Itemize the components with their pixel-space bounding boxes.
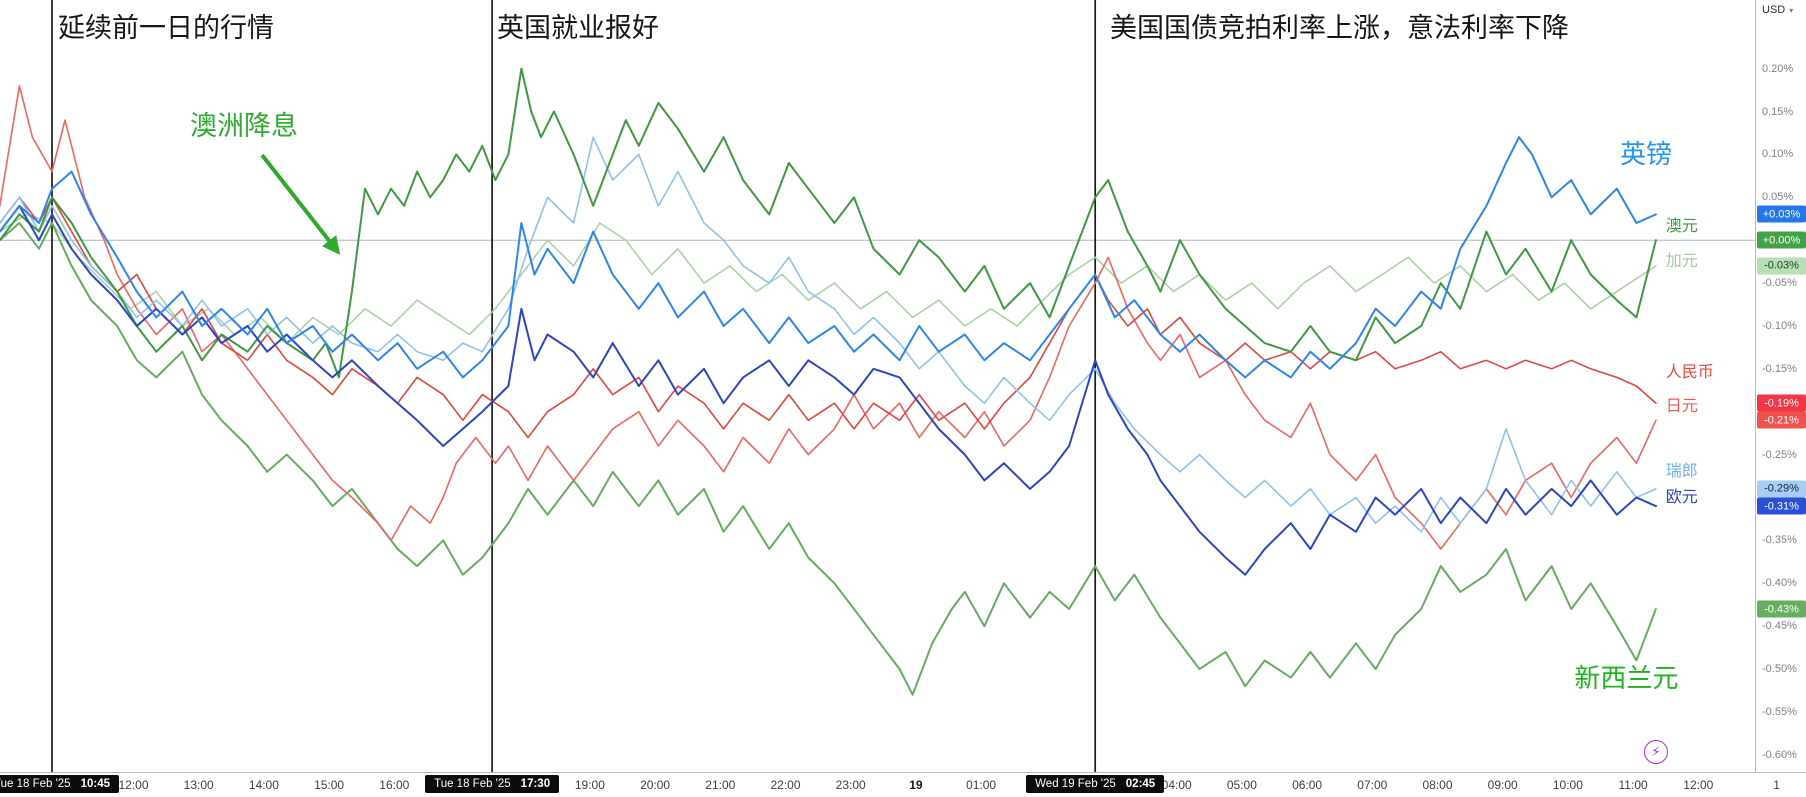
price-tick-label: -0.55% xyxy=(1762,705,1797,718)
time-tick-label: 04:00 xyxy=(1161,778,1192,792)
series-label-aud: 澳元 xyxy=(1665,218,1698,236)
price-tick-label: -0.15% xyxy=(1762,362,1797,375)
series-line-cny xyxy=(0,196,1657,439)
price-tick-label: -0.40% xyxy=(1762,577,1797,590)
time-tick-label: 06:00 xyxy=(1292,778,1323,792)
price-badge-cad: -0.03% xyxy=(1757,257,1806,275)
time-tick-label: 16:00 xyxy=(379,778,410,792)
series-label-cny: 人民币 xyxy=(1665,364,1714,382)
price-badge-aud: +0.00% xyxy=(1757,231,1806,249)
chevron-down-icon: ▾ xyxy=(1789,5,1794,15)
time-tick-label: 07:00 xyxy=(1357,778,1388,792)
price-badge-jpy: -0.21% xyxy=(1757,411,1806,429)
time-tick-label: 22:00 xyxy=(770,778,801,792)
series-line-eur xyxy=(0,204,1657,576)
series-label-nzd: 新西兰元 xyxy=(1574,662,1679,693)
annotation-us-treasury: 美国国债竞拍利率上涨，意法利率下降 xyxy=(1110,13,1569,43)
axis-currency-label: USD xyxy=(1762,4,1786,16)
time-session-badge: Tue 18 Feb '25 17:30 xyxy=(425,775,560,793)
time-tick-label: 13:00 xyxy=(183,778,214,792)
time-tick-label: 11:00 xyxy=(1618,778,1648,792)
time-tick-label: 05:00 xyxy=(1226,778,1257,792)
price-tick-label: 0.15% xyxy=(1762,105,1794,118)
time-tick-label: 23:00 xyxy=(835,778,866,792)
time-tick-label: 21:00 xyxy=(705,778,736,792)
price-tick-label: -0.25% xyxy=(1762,448,1797,461)
time-tick-label: 19:00 xyxy=(574,778,605,792)
annotation-rba-rate-cut: 澳洲降息 xyxy=(190,111,298,141)
time-session-badge: Tue 18 Feb '25 10:45 xyxy=(0,775,119,793)
price-tick-label: 0.05% xyxy=(1762,191,1794,204)
price-tick-label: -0.60% xyxy=(1762,748,1797,761)
lightning-glyph: ⚡ xyxy=(1651,744,1661,759)
event-arrow xyxy=(260,153,341,255)
time-session-badge: Wed 19 Feb '25 02:45 xyxy=(1026,775,1165,793)
price-tick-label: -0.50% xyxy=(1762,663,1797,676)
series-label-eur: 欧元 xyxy=(1665,488,1698,506)
price-badge-gbp: +0.03% xyxy=(1757,205,1806,223)
annotation-prev-day-trend: 延续前一日的行情 xyxy=(58,13,274,43)
time-tick-label: 12:00 xyxy=(1683,778,1714,792)
price-badge-eur: -0.31% xyxy=(1757,497,1806,515)
price-badge-cny: -0.19% xyxy=(1757,394,1806,412)
time-badge-date: Tue 18 Feb '25 xyxy=(0,778,71,790)
time-tick-label: 10:00 xyxy=(1552,778,1583,792)
time-tick-label: 01:00 xyxy=(966,778,997,792)
series-line-cad xyxy=(0,213,1657,344)
chart-plot-area[interactable]: 延续前一日的行情 英国就业报好 美国国债竞拍利率上涨，意法利率下降 澳洲降息 ⚡… xyxy=(0,0,1755,772)
time-tick-label: 19 xyxy=(909,778,923,792)
price-tick-label: 0.10% xyxy=(1762,148,1794,161)
time-badge-time: 02:45 xyxy=(1125,778,1156,790)
price-tick-label: -0.45% xyxy=(1762,620,1797,633)
lightning-icon[interactable]: ⚡ xyxy=(1644,740,1668,764)
time-tick-label: 12:00 xyxy=(118,778,149,792)
fx-chart-canvas[interactable] xyxy=(0,0,1755,772)
price-tick-label: -0.05% xyxy=(1762,277,1797,290)
axis-currency-dropdown[interactable]: USD ▾ xyxy=(1762,4,1793,16)
price-tick-label: 0.20% xyxy=(1762,62,1794,75)
price-badge-chf: -0.29% xyxy=(1757,480,1806,498)
time-badge-date: Wed 19 Feb '25 xyxy=(1035,778,1116,790)
time-tick-label: 14:00 xyxy=(248,778,279,792)
price-axis[interactable]: USD ▾ 0.20% 0.15% 0.10% 0.05% -0.05% -0.10% -0… xyxy=(1755,0,1806,772)
price-tick-label: -0.10% xyxy=(1762,319,1797,332)
time-tick-label: 1 xyxy=(1773,778,1780,792)
series-label-jpy: 日元 xyxy=(1665,398,1698,416)
series-line-jpy xyxy=(0,85,1657,550)
time-tick-label: 15:00 xyxy=(314,778,345,792)
time-axis[interactable]: 12:00 13:00 14:00 15:00 16:00 19:00 20:00 21:00… xyxy=(0,772,1806,797)
series-line-nzd xyxy=(0,222,1657,696)
time-tick-label: 09:00 xyxy=(1487,778,1518,792)
series-label-cad: 加元 xyxy=(1665,252,1698,270)
annotation-uk-jobs: 英国就业报好 xyxy=(497,13,659,43)
time-tick-label: 08:00 xyxy=(1422,778,1453,792)
time-badge-date: Tue 18 Feb '25 xyxy=(434,778,511,790)
series-label-chf: 瑞郎 xyxy=(1665,462,1698,480)
price-badge-nzd: -0.43% xyxy=(1757,600,1806,618)
time-badge-time: 10:45 xyxy=(80,778,110,790)
price-tick-label: -0.35% xyxy=(1762,534,1797,547)
series-label-gbp: 英镑 xyxy=(1620,139,1673,170)
time-badge-time: 17:30 xyxy=(520,778,551,790)
series-line-gbp xyxy=(0,136,1657,379)
time-tick-label: 20:00 xyxy=(640,778,671,792)
